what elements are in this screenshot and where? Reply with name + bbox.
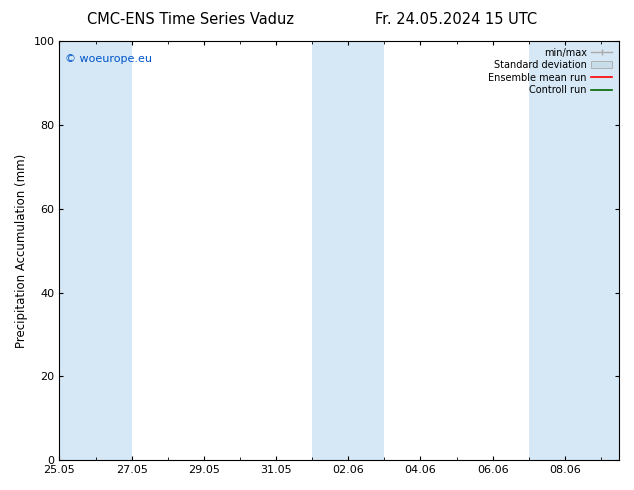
Y-axis label: Precipitation Accumulation (mm): Precipitation Accumulation (mm) xyxy=(15,153,28,348)
Text: CMC-ENS Time Series Vaduz: CMC-ENS Time Series Vaduz xyxy=(87,12,294,27)
Bar xyxy=(60,41,96,460)
Text: Fr. 24.05.2024 15 UTC: Fr. 24.05.2024 15 UTC xyxy=(375,12,538,27)
Bar xyxy=(348,41,384,460)
Bar xyxy=(312,41,348,460)
Legend: min/max, Standard deviation, Ensemble mean run, Controll run: min/max, Standard deviation, Ensemble me… xyxy=(486,46,614,97)
Bar xyxy=(529,41,619,460)
Bar xyxy=(96,41,132,460)
Text: © woeurope.eu: © woeurope.eu xyxy=(65,53,152,64)
